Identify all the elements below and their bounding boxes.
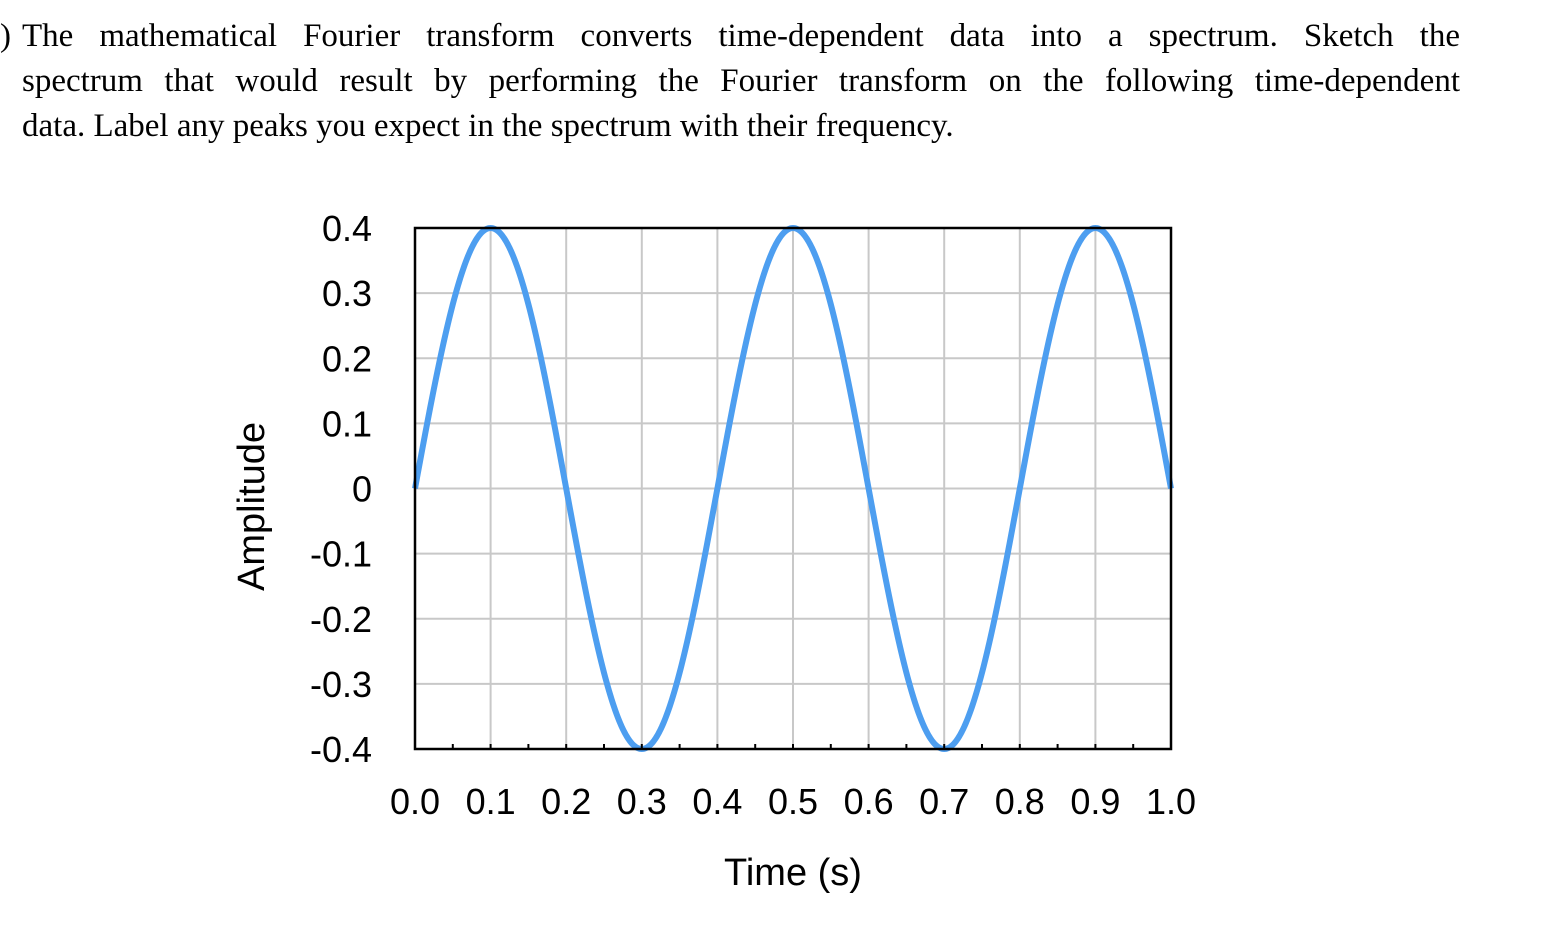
x-tick-label: 0.5	[768, 781, 818, 822]
x-tick-label: 0.2	[541, 781, 591, 822]
x-tick-labels: 0.0 0.1 0.2 0.3 0.4 0.5 0.6 0.7 0.8 0.9 1.0	[390, 781, 1196, 822]
y-tick-label: 0.2	[322, 338, 372, 379]
x-tick-label: 0.9	[1070, 781, 1120, 822]
y-tick-label: -0.3	[310, 664, 372, 705]
y-tick-label: 0.4	[322, 208, 372, 249]
question-line-2: spectrum that would result by performing…	[22, 63, 1460, 99]
question-line-1: The mathematical Fourier transform conve…	[22, 18, 1460, 54]
x-tick-label: 0.7	[919, 781, 969, 822]
y-tick-label: 0.3	[322, 273, 372, 314]
y-axis-title: Amplitude	[231, 422, 273, 591]
x-tick-label: 0.8	[995, 781, 1045, 822]
y-tick-label: 0	[352, 469, 372, 510]
y-tick-label: -0.4	[310, 729, 372, 770]
x-tick-label: 0.1	[466, 781, 516, 822]
x-minor-ticks	[414, 744, 1172, 749]
y-tick-label: 0.1	[322, 403, 372, 444]
y-tick-label: -0.1	[310, 534, 372, 575]
y-tick-labels: 0.4 0.3 0.2 0.1 0 -0.1 -0.2 -0.3 -0.4	[310, 208, 372, 770]
x-tick-label: 0.3	[617, 781, 667, 822]
x-tick-label: 1.0	[1146, 781, 1196, 822]
question-marker: )	[0, 18, 11, 54]
x-tick-label: 0.0	[390, 781, 440, 822]
x-tick-label: 0.4	[692, 781, 742, 822]
x-tick-label: 0.6	[844, 781, 894, 822]
question-text: ) The mathematical Fourier transform con…	[0, 14, 1460, 149]
question-line-3: data. Label any peaks you expect in the …	[22, 108, 954, 144]
x-axis-title: Time (s)	[724, 852, 862, 894]
y-tick-label: -0.2	[310, 599, 372, 640]
